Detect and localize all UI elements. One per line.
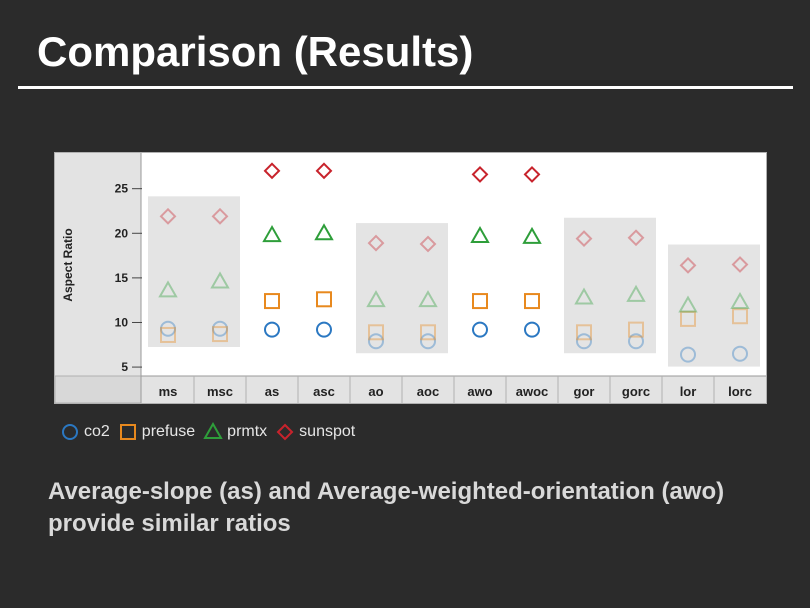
- legend-marker-prefuse: [119, 424, 136, 440]
- point-co2-as: [264, 321, 280, 338]
- chart-container: 5 10 15 20 25 ms msc as asc ao aoc awo awoc gor gorc l…: [54, 152, 767, 409]
- y-axis-panel: [55, 153, 141, 376]
- x-tick-label-gor: gor: [574, 384, 595, 399]
- legend-label-prmtx: prmtx: [227, 423, 268, 440]
- legend-item-prmtx: prmtx: [203, 422, 267, 442]
- point-prmtx-as: [262, 225, 282, 243]
- x-tick-label-ms: ms: [159, 384, 178, 399]
- point-sunspot-aoc: [419, 235, 437, 253]
- x-tick-label-gorc: gorc: [622, 384, 650, 399]
- title-divider: [18, 86, 793, 89]
- point-prefuse-asc: [316, 291, 332, 308]
- point-prefuse-lorc: [732, 308, 748, 325]
- x-tick-label-lor: lor: [680, 384, 697, 399]
- point-prmtx-lor: [678, 295, 698, 313]
- point-sunspot-lor: [679, 256, 697, 274]
- point-prmtx-ao: [366, 290, 386, 308]
- x-axis-panel: [55, 376, 766, 403]
- point-co2-aoc: [420, 333, 436, 350]
- x-tick-label-awoc: awoc: [516, 384, 549, 399]
- point-co2-awoc: [524, 321, 540, 338]
- legend-marker-co2: [62, 424, 78, 440]
- point-co2-msc: [212, 320, 228, 337]
- x-tick-label-awo: awo: [467, 384, 492, 399]
- legend-label-co2: co2: [84, 423, 110, 440]
- point-sunspot-ms: [159, 207, 177, 225]
- point-sunspot-msc: [211, 207, 229, 225]
- point-co2-gorc: [628, 333, 644, 350]
- slide-caption: Average-slope (as) and Average-weighted-…: [48, 478, 725, 537]
- point-prmtx-gor: [574, 287, 594, 305]
- aspect-ratio-chart: 5 10 15 20 25 ms msc as asc ao aoc awo awoc gor gorc l…: [54, 152, 767, 404]
- point-co2-lor: [680, 346, 696, 363]
- point-prefuse-gorc: [628, 321, 644, 338]
- x-tick-label-ao: ao: [368, 384, 383, 399]
- point-prmtx-lorc: [730, 291, 750, 309]
- y-tick-label-5: 5: [121, 360, 128, 374]
- point-co2-ms: [160, 320, 176, 337]
- group-box-lor: [668, 244, 760, 367]
- point-sunspot-gor: [575, 230, 593, 248]
- point-co2-lorc: [732, 345, 748, 362]
- square-marker-icon: [119, 424, 136, 440]
- point-sunspot-ao: [367, 234, 385, 252]
- point-sunspot-asc: [315, 162, 333, 180]
- y-axis-label: Aspect Ratio: [61, 228, 75, 301]
- slide-title: Comparison (Results): [37, 28, 474, 75]
- point-prmtx-msc: [210, 271, 230, 289]
- point-prefuse-as: [264, 293, 280, 310]
- point-co2-ao: [368, 333, 384, 350]
- point-co2-gor: [576, 333, 592, 350]
- point-sunspot-lorc: [731, 256, 749, 273]
- point-prmtx-asc: [314, 223, 334, 241]
- point-co2-awo: [472, 321, 488, 338]
- legend-marker-prmtx: [203, 422, 223, 439]
- point-prefuse-awoc: [524, 293, 540, 310]
- x-tick-label-aoc: aoc: [417, 384, 439, 399]
- x-tick-label-as: as: [265, 384, 279, 399]
- point-prefuse-gor: [576, 324, 592, 341]
- point-prefuse-awo: [472, 293, 488, 310]
- legend-item-sunspot: sunspot: [275, 422, 355, 442]
- point-sunspot-awo: [471, 165, 489, 183]
- point-prmtx-awoc: [522, 226, 542, 244]
- point-prmtx-aoc: [418, 290, 438, 308]
- x-tick-label-msc: msc: [207, 384, 233, 399]
- triangle-marker-icon: [203, 422, 223, 439]
- corner-panel: [54, 375, 142, 404]
- group-box-ms: [148, 196, 240, 347]
- point-prefuse-lor: [680, 310, 696, 327]
- group-box-gor: [564, 217, 656, 354]
- legend-label-prefuse: prefuse: [141, 423, 196, 440]
- point-prmtx-ms: [158, 280, 178, 298]
- point-sunspot-gorc: [627, 229, 645, 247]
- point-prefuse-aoc: [420, 324, 436, 341]
- chart-legend: co2 prefuse prmtx sunspot: [60, 421, 363, 443]
- point-prefuse-ms: [160, 326, 176, 343]
- y-tick-label-20: 20: [115, 226, 129, 240]
- legend-item-co2: co2: [60, 422, 110, 442]
- point-prmtx-gorc: [626, 284, 646, 302]
- point-prmtx-awo: [470, 225, 490, 243]
- group-box-ao: [356, 223, 448, 354]
- y-tick-label-25: 25: [115, 182, 129, 196]
- point-sunspot-as: [263, 162, 281, 180]
- x-tick-label-asc: asc: [313, 384, 335, 399]
- point-prefuse-ao: [368, 324, 384, 341]
- point-co2-asc: [316, 321, 332, 338]
- x-tick-label-lorc: lorc: [728, 384, 752, 399]
- legend-item-prefuse: prefuse: [118, 422, 195, 442]
- point-prefuse-msc: [212, 326, 228, 343]
- circle-marker-icon: [62, 424, 78, 440]
- diamond-marker-icon: [276, 423, 294, 441]
- legend-label-sunspot: sunspot: [299, 423, 356, 440]
- legend-marker-sunspot: [276, 423, 294, 441]
- y-tick-label-10: 10: [115, 315, 129, 329]
- point-sunspot-awoc: [523, 165, 541, 183]
- y-tick-label-15: 15: [115, 271, 129, 285]
